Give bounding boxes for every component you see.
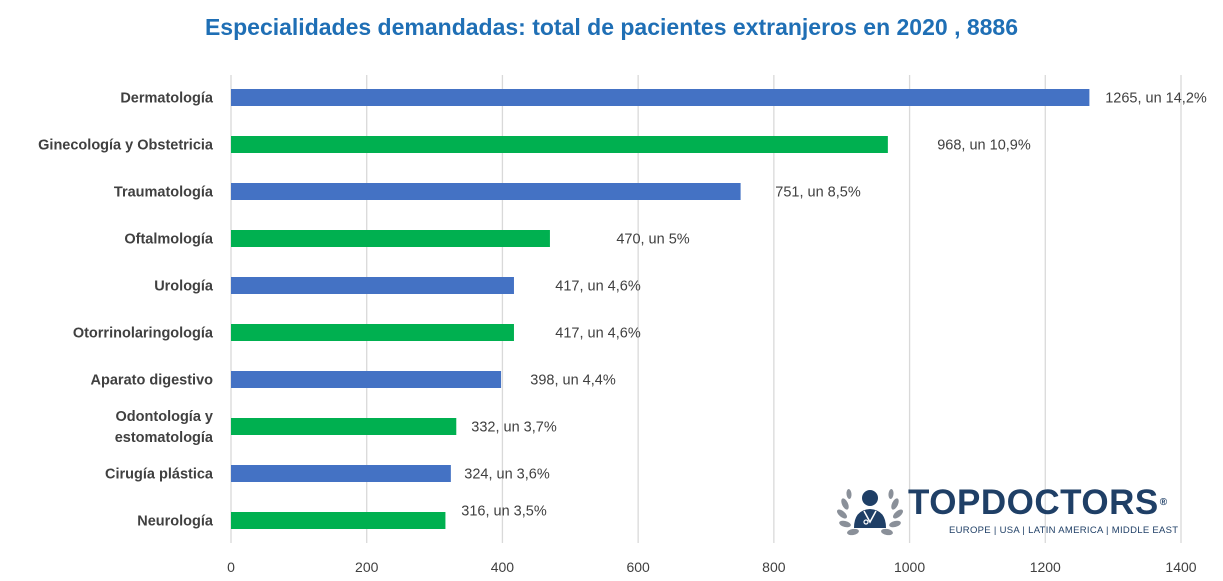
x-tick-label: 400 bbox=[491, 559, 515, 575]
category-label-line: Dermatología bbox=[120, 91, 214, 107]
logo-wordmark: TOPDOCTORS® bbox=[908, 483, 1168, 522]
category-label-line: Cirugía plástica bbox=[105, 467, 214, 483]
data-label: 751, un 8,5% bbox=[775, 185, 861, 201]
bar bbox=[231, 324, 514, 341]
data-label: 417, un 4,6% bbox=[555, 326, 641, 342]
x-tick-label: 1200 bbox=[1030, 559, 1061, 575]
data-label: 324, un 3,6% bbox=[464, 467, 550, 483]
data-label: 417, un 4,6% bbox=[555, 279, 641, 295]
category-label-line: Traumatología bbox=[114, 185, 214, 201]
x-tick-label: 1400 bbox=[1165, 559, 1196, 575]
bar bbox=[231, 277, 514, 294]
category-label: Odontología y estomatología bbox=[115, 409, 214, 446]
category-label-line: Otorrinolaringología bbox=[73, 326, 214, 342]
category-label: Dermatología bbox=[120, 91, 214, 107]
bar bbox=[231, 136, 888, 153]
bar bbox=[231, 230, 550, 247]
logo-tagline: EUROPE | USA | LATIN AMERICA | MIDDLE EA… bbox=[949, 525, 1179, 536]
data-label: 1265, un 14,2% bbox=[1105, 91, 1207, 107]
category-label-line: Neurología bbox=[137, 514, 214, 530]
category-labels: Dermatología Ginecología y Obstetricia Tra… bbox=[38, 91, 214, 530]
category-label-line: Oftalmología bbox=[124, 232, 214, 248]
x-tick-label: 0 bbox=[227, 559, 235, 575]
bar bbox=[231, 465, 451, 482]
category-label: Cirugía plástica bbox=[105, 467, 214, 483]
category-label-line: Ginecología y Obstetricia bbox=[38, 138, 214, 154]
x-tick-label: 600 bbox=[626, 559, 650, 575]
category-label: Ginecología y Obstetricia bbox=[38, 138, 214, 154]
category-label-line: Urología bbox=[154, 279, 214, 295]
category-label-line: Aparato digestivo bbox=[91, 373, 214, 389]
bar bbox=[231, 183, 741, 200]
data-labels: 1265, un 14,2% 968, un 10,9% 751, un 8,5% 4… bbox=[461, 91, 1207, 520]
chart-title: Especialidades demandadas: total de paci… bbox=[204, 14, 1019, 40]
x-tick-label: 1000 bbox=[894, 559, 925, 575]
category-label: Urología bbox=[154, 279, 214, 295]
bar bbox=[231, 371, 502, 388]
data-label: 968, un 10,9% bbox=[937, 138, 1031, 154]
category-label-line: estomatología bbox=[115, 430, 214, 446]
category-label-line: Odontología y bbox=[116, 409, 213, 425]
category-label: Traumatología bbox=[114, 185, 214, 201]
x-tick-label: 800 bbox=[762, 559, 786, 575]
bar bbox=[231, 418, 457, 435]
x-tick-label: 200 bbox=[355, 559, 379, 575]
data-label: 398, un 4,4% bbox=[530, 373, 616, 389]
category-label: Otorrinolaringología bbox=[73, 326, 214, 342]
x-tick-labels: 0 200 400 600 800 1000 1200 1400 bbox=[227, 559, 1197, 575]
category-label: Oftalmología bbox=[124, 232, 214, 248]
bar bbox=[231, 512, 446, 529]
data-label: 332, un 3,7% bbox=[471, 420, 557, 436]
topdoctors-logo: TOPDOCTORS® EUROPE | USA | LATIN AMERICA… bbox=[836, 476, 1181, 544]
doctor-emblem-icon bbox=[837, 489, 903, 536]
bars bbox=[231, 89, 1090, 529]
bar bbox=[231, 89, 1090, 106]
data-label: 316, un 3,5% bbox=[461, 504, 547, 520]
data-label: 470, un 5% bbox=[616, 232, 689, 248]
category-label: Neurología bbox=[137, 514, 214, 530]
category-label: Aparato digestivo bbox=[91, 373, 214, 389]
